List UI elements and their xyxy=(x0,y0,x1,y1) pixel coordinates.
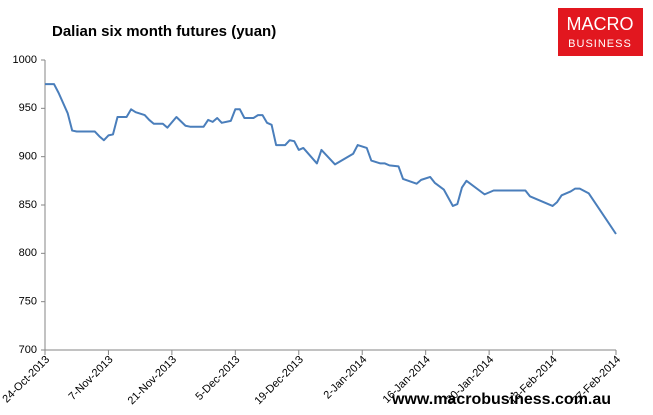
y-tick-label: 750 xyxy=(19,296,37,308)
x-tick-label: 5-Dec-2013 xyxy=(193,354,242,403)
x-tick-label: 19-Dec-2013 xyxy=(253,354,306,407)
y-tick-label: 850 xyxy=(19,199,37,211)
y-tick-label: 700 xyxy=(19,344,37,356)
y-tick-label: 1000 xyxy=(13,54,37,66)
x-tick-label: 21-Nov-2013 xyxy=(126,354,179,407)
y-tick-label: 950 xyxy=(19,102,37,114)
x-tick-label: 24-Oct-2013 xyxy=(0,354,52,406)
y-tick-label: 900 xyxy=(19,151,37,163)
x-tick-label: 2-Jan-2014 xyxy=(322,354,370,402)
footer: www.macrobusiness.com.au xyxy=(391,391,611,408)
chart-title: Dalian six month futures (yuan) xyxy=(52,23,276,40)
logo-box xyxy=(558,8,643,56)
logo-text: MACRO xyxy=(567,14,634,34)
x-tick-label: 7-Nov-2013 xyxy=(66,354,115,403)
y-tick-label: 800 xyxy=(19,247,37,259)
logo-text: BUSINESS xyxy=(568,38,632,50)
line-series xyxy=(45,83,617,235)
